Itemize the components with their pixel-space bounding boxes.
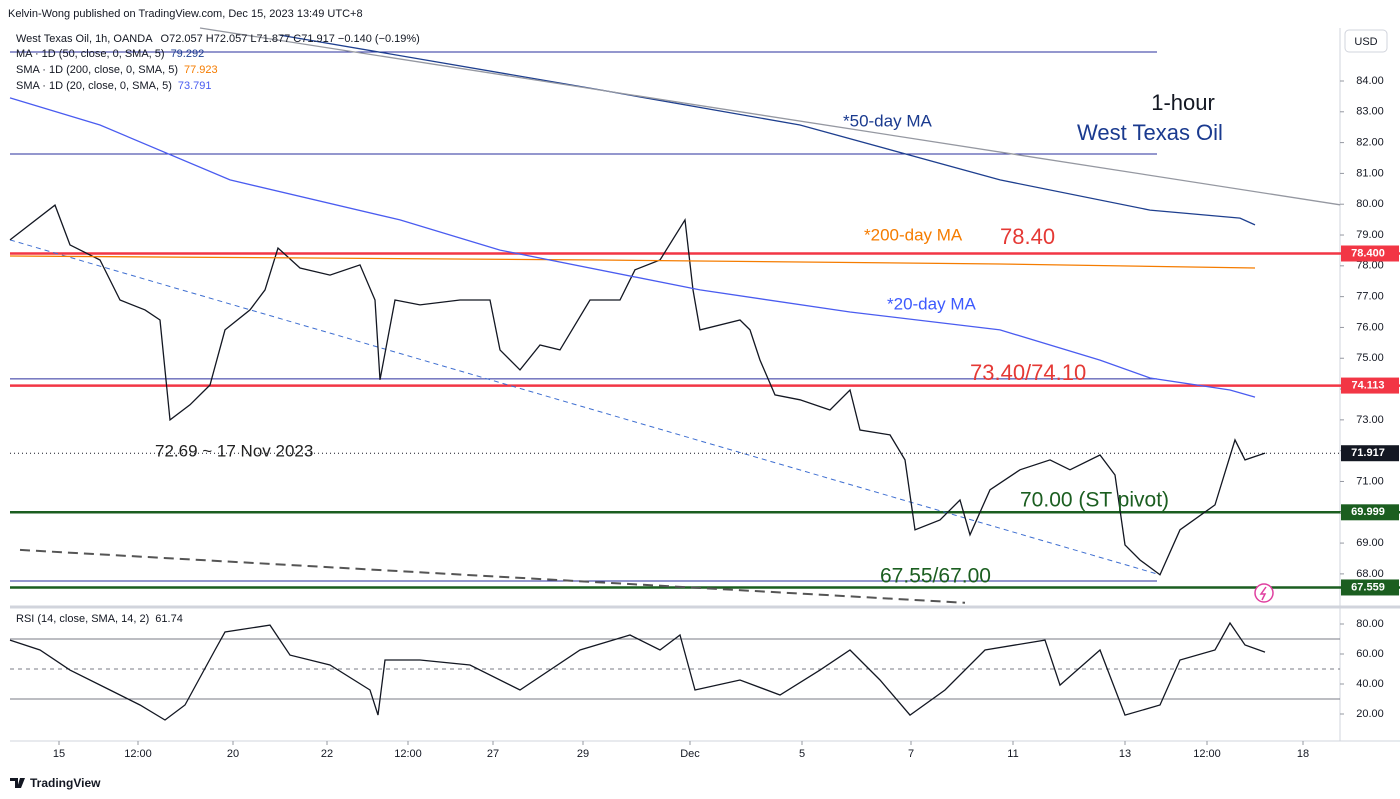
x-tick-label: 20 xyxy=(227,748,239,760)
header: Kelvin-Wong published on TradingView.com… xyxy=(8,8,363,20)
annotation: 72.69 ~ 17 Nov 2023 xyxy=(155,441,313,460)
annotation: 1-hour xyxy=(1151,90,1215,115)
legend-entry: MA · 1D (50, close, 0, SMA, 5) 79.292 xyxy=(16,48,204,60)
price-label: 71.917 xyxy=(1351,447,1385,459)
legend-value: 73.791 xyxy=(178,80,212,92)
x-tick-label: 15 xyxy=(53,748,65,760)
currency-button[interactable] xyxy=(1344,29,1388,53)
y-tick-label: 60.00 xyxy=(1356,648,1384,660)
legend-value: 61.74 xyxy=(155,613,183,625)
y-tick-label: 76.00 xyxy=(1356,321,1384,333)
line-series xyxy=(9,621,1266,721)
annotation: West Texas Oil xyxy=(1077,120,1223,145)
x-tick-label: 11 xyxy=(1007,748,1018,760)
legend-title: West Texas Oil, 1h, OANDA xyxy=(16,33,153,45)
annotation: *20-day MA xyxy=(887,294,976,313)
x-tick-label: 5 xyxy=(799,748,805,760)
price-label: 74.113 xyxy=(1351,379,1384,391)
annotation: 70.00 (ST pivot) xyxy=(1020,489,1169,512)
legend-value: 77.923 xyxy=(184,64,218,76)
y-tick-label: 69.00 xyxy=(1356,537,1384,549)
alert-icon[interactable] xyxy=(1254,583,1274,603)
annotation: 78.40 xyxy=(1000,224,1055,249)
y-tick-label: 82.00 xyxy=(1356,137,1384,149)
price-label-box xyxy=(1341,504,1399,521)
y-tick-label: 80.00 xyxy=(1356,198,1384,210)
line-series xyxy=(9,97,1256,398)
line-series xyxy=(19,548,966,604)
main-legend: West Texas Oil, 1h, OANDA O72.057 H72.057… xyxy=(16,33,420,45)
price-label-box xyxy=(1341,445,1399,462)
legend-entry: SMA · 1D (20, close, 0, SMA, 5) 73.791 xyxy=(16,80,212,92)
price-label-box xyxy=(1341,579,1399,596)
x-tick-label: Dec xyxy=(680,748,700,760)
y-tick-label: 84.00 xyxy=(1356,75,1384,87)
price-label: 78.400 xyxy=(1351,247,1385,259)
y-tick-label: 68.00 xyxy=(1356,568,1384,580)
x-tick-label: 12:00 xyxy=(124,748,152,760)
y-tick-label: 79.00 xyxy=(1356,229,1384,241)
price-label: 69.999 xyxy=(1351,506,1385,518)
y-tick-label: 71.00 xyxy=(1356,475,1384,487)
line-series xyxy=(199,27,1341,206)
ohlc: O72.057 H72.057 L71.877 C71.917 −0.140 (… xyxy=(161,33,420,45)
x-tick-label: 29 xyxy=(577,748,589,760)
legend-name: SMA · 1D (20, close, 0, SMA, 5) xyxy=(16,80,172,92)
x-tick-label: 7 xyxy=(908,748,914,760)
price-label: 67.559 xyxy=(1351,581,1385,593)
x-tick-label: 18 xyxy=(1297,748,1309,760)
rsi-legend: RSI (14, close, SMA, 14, 2) 61.74 xyxy=(16,613,183,625)
y-tick-label: 75.00 xyxy=(1356,352,1384,364)
y-tick-label: 20.00 xyxy=(1356,708,1384,720)
tv-logo xyxy=(10,778,25,788)
annotation: *50-day MA xyxy=(843,111,932,130)
y-tick-label: 80.00 xyxy=(1356,618,1384,630)
alert-bolt xyxy=(1259,586,1267,601)
y-tick-label: 40.00 xyxy=(1356,678,1384,690)
line-series xyxy=(9,239,1161,576)
x-tick-label: 27 xyxy=(487,748,499,760)
y-tick-label: 77.00 xyxy=(1356,291,1384,303)
line-series xyxy=(9,204,1266,576)
x-tick-label: 22 xyxy=(321,748,333,760)
legend-name: MA · 1D (50, close, 0, SMA, 5) xyxy=(16,48,165,60)
legend-value: 79.292 xyxy=(171,48,205,60)
line-series xyxy=(9,255,1256,269)
y-tick-label: 83.00 xyxy=(1356,106,1384,118)
y-tick-label: 73.00 xyxy=(1356,414,1384,426)
legend-entry: SMA · 1D (200, close, 0, SMA, 5) 77.923 xyxy=(16,64,218,76)
annotation: 67.55/67.00 xyxy=(880,565,991,588)
annotation: *200-day MA xyxy=(864,225,963,244)
price-label-box xyxy=(1341,245,1399,262)
footer: TradingView xyxy=(30,776,101,790)
x-tick-label: 12:00 xyxy=(1193,748,1221,760)
currency[interactable]: USD xyxy=(1354,36,1377,48)
legend-title: RSI (14, close, SMA, 14, 2) xyxy=(16,613,149,625)
y-tick-label: 78.00 xyxy=(1356,260,1384,272)
x-tick-label: 12:00 xyxy=(394,748,422,760)
annotation: 73.40/74.10 xyxy=(970,360,1086,385)
price-label-box xyxy=(1341,377,1399,394)
price-pane xyxy=(9,27,1400,721)
x-tick-label: 13 xyxy=(1119,748,1131,760)
legend-name: SMA · 1D (200, close, 0, SMA, 5) xyxy=(16,64,178,76)
y-tick-label: 81.00 xyxy=(1356,167,1384,179)
